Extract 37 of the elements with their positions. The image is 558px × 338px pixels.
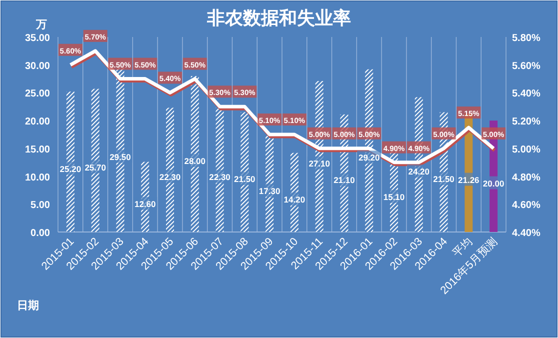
data-label: 28.00 xyxy=(184,156,206,166)
y2-tick-label: 5.20% xyxy=(512,116,540,128)
y-tick-label: 20.00 xyxy=(24,116,50,128)
data-label: 21.50 xyxy=(234,174,256,184)
y2-tick-label: 4.80% xyxy=(512,172,540,184)
y-tick-label: 15.00 xyxy=(24,144,50,156)
y2-tick-label: 5.80% xyxy=(512,33,540,44)
data-label: 24.20 xyxy=(408,166,430,177)
data-label: 21.50 xyxy=(433,174,455,184)
y-tick-label: 35.00 xyxy=(24,33,50,44)
data-label: 22.30 xyxy=(159,172,181,182)
data-label: 21.26 xyxy=(458,174,480,185)
y-tick-label: 30.00 xyxy=(24,60,50,72)
data-label: 27.10 xyxy=(308,158,330,169)
y-tick-label: 5.00 xyxy=(30,200,50,212)
data-label: 29.50 xyxy=(110,152,132,162)
y-axis-title: 万 xyxy=(35,19,47,31)
data-label: 14.20 xyxy=(284,194,306,204)
y-tick-label: 10.00 xyxy=(24,172,50,184)
data-label: 29.20 xyxy=(358,152,380,163)
y2-tick-label: 5.60% xyxy=(512,60,540,72)
y-tick-label: 25.00 xyxy=(24,88,50,100)
data-label: 15.10 xyxy=(383,192,405,202)
data-label: 17.30 xyxy=(258,186,280,196)
data-label: 20.00 xyxy=(482,178,504,188)
data-label: 21.10 xyxy=(334,175,356,186)
y-tick-label: 0.00 xyxy=(30,228,50,239)
data-label: 12.60 xyxy=(134,198,156,209)
data-label: 22.30 xyxy=(209,172,231,182)
chart-title: 非农数据和失业率 xyxy=(206,8,351,29)
y2-tick-label: 4.40% xyxy=(512,228,540,239)
y2-tick-label: 5.40% xyxy=(512,88,540,100)
y2-tick-label: 5.00% xyxy=(512,144,540,156)
data-label: 25.70 xyxy=(84,162,106,172)
y2-tick-label: 4.60% xyxy=(512,200,540,212)
x-axis-title: 日期 xyxy=(17,299,39,312)
data-label: 25.20 xyxy=(60,164,82,174)
